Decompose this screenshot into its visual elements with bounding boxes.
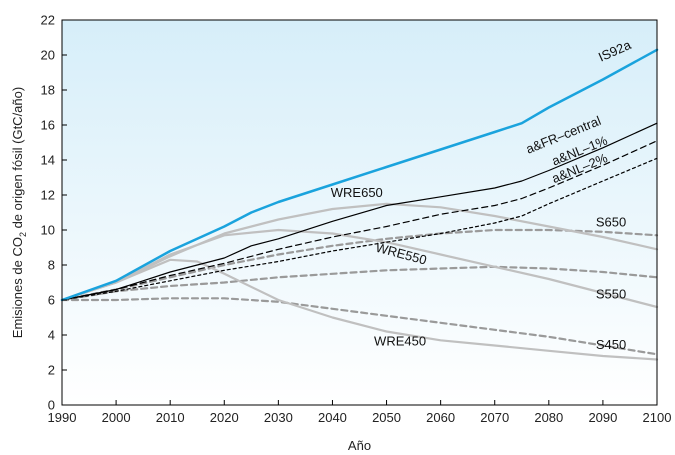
x-tick-label: 2050 (372, 410, 401, 425)
y-tick-label: 4 (48, 328, 55, 343)
y-tick-label: 20 (41, 48, 55, 63)
series-label-s450: S450 (596, 337, 626, 352)
y-tick-label: 12 (41, 188, 55, 203)
x-tick-label: 2040 (318, 410, 347, 425)
x-tick-label: 2080 (534, 410, 563, 425)
y-axis-title-part1: Emisiones de CO (10, 237, 25, 338)
y-tick-label: 10 (41, 223, 55, 238)
series-line-wre450 (60, 258, 659, 361)
y-tick-label: 2 (48, 363, 55, 378)
series-line-a-nl-2- (61, 157, 658, 301)
y-tick-label: 16 (41, 118, 55, 133)
x-tick-label: 2010 (156, 410, 185, 425)
x-tick-label: 2090 (588, 410, 617, 425)
x-tick-label: 2020 (210, 410, 239, 425)
series-layer (60, 48, 659, 361)
series-label-wre650: WRE650 (331, 185, 383, 200)
y-axis-title-subscript: 2 (18, 232, 28, 237)
series-line-s450 (60, 297, 659, 356)
y-axis-title-part2: de origen fósil (GtC/año) (10, 87, 25, 232)
series-line-a-nl-1- (61, 140, 658, 301)
series-label-s550: S550 (596, 286, 626, 301)
x-tick-label: 2000 (102, 410, 131, 425)
y-tick-label: 0 (48, 398, 55, 413)
series-line-a-fr-central (61, 122, 658, 301)
y-tick-label: 8 (48, 258, 55, 273)
x-axis-title: Año (348, 438, 371, 453)
y-tick-label: 22 (41, 13, 55, 28)
x-tick-label: 2030 (264, 410, 293, 425)
x-tick-label: 2060 (426, 410, 455, 425)
y-axis-title: Emisiones de CO2 de origen fósil (GtC/añ… (10, 87, 28, 338)
x-tick-label: 2070 (480, 410, 509, 425)
plot-area (62, 20, 657, 405)
series-line-wre650 (60, 202, 659, 302)
series-label-wre450: WRE450 (374, 334, 426, 349)
y-tick-label: 18 (41, 83, 55, 98)
series-line-wre550 (60, 228, 659, 309)
y-tick-label: 6 (48, 293, 55, 308)
series-line-is92a (60, 48, 659, 302)
series-line-s650 (60, 228, 659, 302)
plot-frame (61, 19, 658, 406)
ticks-layer: 1990 2000 2010 2020 2030 2040 2050 2060 2070 2080… (41, 13, 672, 426)
x-tick-label: 2100 (643, 410, 672, 425)
y-tick-label: 14 (41, 153, 55, 168)
x-tick-label: 1990 (48, 410, 77, 425)
series-label-s650: S650 (596, 215, 626, 230)
series-line-s550 (60, 265, 659, 302)
